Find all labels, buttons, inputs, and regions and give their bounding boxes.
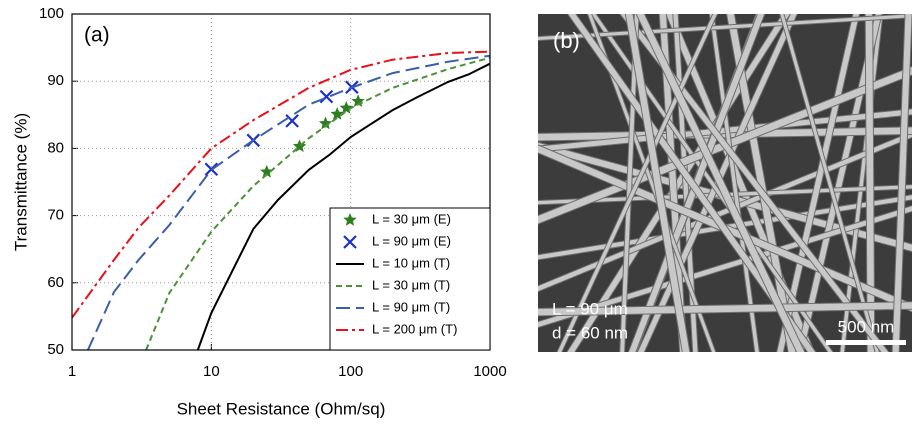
- curve: [196, 62, 490, 350]
- x-marker-stroke: [285, 114, 299, 128]
- y-tick-label: 60: [47, 274, 64, 291]
- y-tick-label: 90: [47, 72, 64, 89]
- nanowire: [625, 14, 690, 352]
- x-tick-label: 1: [68, 363, 76, 380]
- legend-label: L = 10 μm (T): [372, 255, 450, 270]
- legend-box: [329, 207, 491, 351]
- x-marker-stroke: [343, 235, 357, 249]
- legend-label: L = 90 μm (E): [372, 233, 451, 248]
- x-tick-label: 100: [338, 363, 363, 380]
- star-marker: [292, 139, 307, 152]
- x-marker-stroke: [319, 89, 334, 104]
- scale-bar: [826, 340, 906, 345]
- nanowire: [538, 302, 912, 316]
- star-marker: [330, 107, 344, 120]
- plot-area: [72, 50, 490, 350]
- image-annotation: d = 60 nm: [552, 323, 628, 342]
- legend-label: L = 30 μm (T): [372, 277, 450, 292]
- nanowire: [538, 132, 912, 292]
- nanowire: [892, 14, 912, 352]
- plot-frame: [71, 13, 491, 351]
- star-marker: [343, 213, 357, 226]
- curve: [72, 50, 490, 319]
- x-tick-label: 10: [203, 363, 220, 380]
- star-marker: [339, 101, 353, 114]
- image-annotation: L = 90 μm: [552, 299, 628, 318]
- star-marker: [260, 164, 274, 178]
- curve: [145, 56, 490, 350]
- x-marker: [343, 235, 357, 249]
- y-axis-title: Transmittance (%): [11, 113, 30, 251]
- scale-bar-label: 500 nm: [838, 317, 895, 336]
- y-tick-label: 80: [47, 139, 64, 156]
- legend-label: L = 90 μm (T): [372, 299, 450, 314]
- star-marker: [318, 116, 333, 130]
- x-tick-label: 1000: [473, 363, 506, 380]
- legend-label: L = 30 μm (E): [372, 211, 451, 226]
- image-label: (b): [553, 28, 580, 53]
- x-marker: [319, 89, 334, 104]
- legend-label: L = 200 μm (T): [372, 321, 457, 336]
- y-tick-label: 70: [47, 207, 64, 224]
- y-tick-label: 100: [39, 5, 64, 22]
- x-axis-title: Sheet Resistance (Ohm/sq): [177, 399, 386, 418]
- curve: [86, 54, 490, 350]
- y-tick-label: 50: [47, 341, 64, 358]
- nanowire: [636, 14, 805, 352]
- panel-label: (a): [84, 24, 110, 47]
- sem-image: [538, 14, 912, 352]
